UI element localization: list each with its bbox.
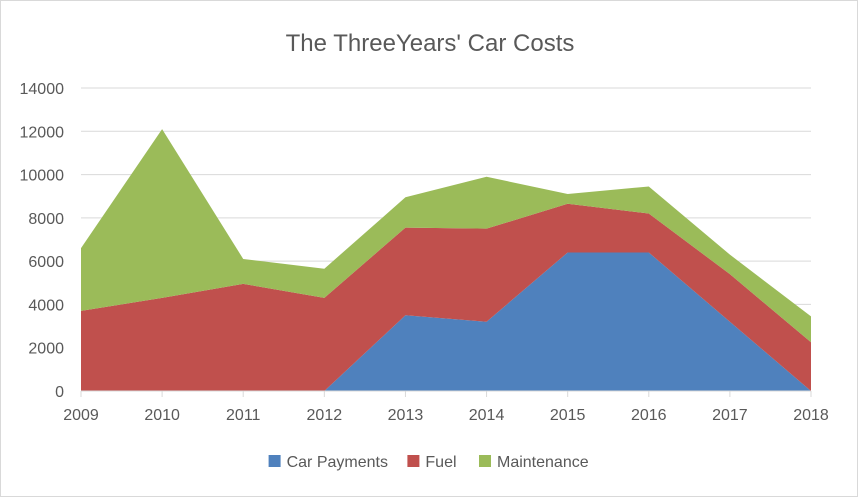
x-tick-label-2013: 2013: [388, 407, 424, 424]
legend-label-car-payments: Car Payments: [287, 454, 388, 471]
x-tick-label-2017: 2017: [712, 407, 748, 424]
x-tick-label-2018: 2018: [793, 407, 829, 424]
legend-swatch-car-payments: [268, 455, 281, 467]
legend: Car Payments Fuel Maintenance: [268, 454, 589, 471]
axes: 0 2000 4000 6000 8000 10000 12000 14000 2009 2010…: [20, 81, 829, 424]
y-tick-label-6000: 6000: [28, 254, 64, 271]
x-tick-label-2012: 2012: [307, 407, 343, 424]
y-tick-label-10000: 10000: [20, 168, 65, 185]
x-tick-label-2009: 2009: [63, 407, 99, 424]
y-tick-label-4000: 4000: [28, 297, 64, 314]
y-tick-label-0: 0: [55, 384, 64, 401]
area-car-payments: [81, 252, 811, 391]
y-tick-label-2000: 2000: [28, 341, 64, 358]
area-maintenance: [81, 129, 811, 343]
y-tick-label-12000: 12000: [20, 124, 65, 141]
legend-swatch-maintenance: [479, 455, 491, 467]
legend-swatch-fuel: [407, 455, 420, 467]
x-tick-label-2011: 2011: [226, 407, 261, 424]
x-tick-label-2010: 2010: [144, 407, 180, 424]
x-tick-label-2014: 2014: [469, 407, 505, 424]
legend-label-maintenance: Maintenance: [497, 454, 589, 471]
legend-label-fuel: Fuel: [425, 454, 456, 471]
area-fuel: [81, 203, 811, 391]
series-areas: [81, 129, 811, 391]
x-tick-label-2015: 2015: [550, 407, 586, 424]
y-tick-label-8000: 8000: [28, 211, 64, 228]
y-tick-label-14000: 14000: [20, 81, 65, 98]
x-tick-label-2016: 2016: [631, 407, 667, 424]
chart-title: The ThreeYears' Car Costs: [286, 30, 575, 57]
